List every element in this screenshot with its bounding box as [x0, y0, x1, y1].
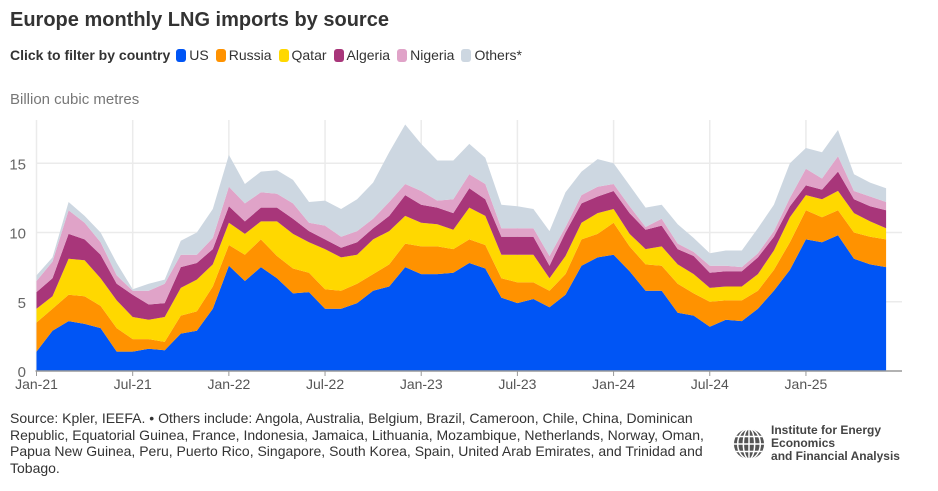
x-tick-label: Jul-21 — [114, 376, 152, 392]
legend-swatch — [176, 48, 187, 62]
area-us — [36, 235, 887, 371]
x-tick-label: Jan-24 — [592, 376, 635, 392]
y-tick-label: 0 — [18, 364, 26, 381]
x-tick-label: Jan-25 — [785, 376, 828, 392]
y-tick-label: 10 — [9, 226, 26, 243]
area-qatar — [36, 190, 887, 342]
chart-title: Europe monthly LNG imports by source — [10, 9, 389, 31]
legend-label: Click to filter by country — [10, 47, 171, 63]
legend-swatch — [215, 48, 226, 62]
x-tick-label: Jul-23 — [498, 376, 536, 392]
ieefa-logo: Institute for Energy Economics and Finan… — [733, 424, 938, 463]
legend-item-label: US — [189, 47, 209, 63]
x-tick-label: Jan-22 — [207, 376, 250, 392]
stacked-area-chart: 0 5 10 15 Jan-21 Jul-21 Jan-22 Jul-22 Jan-23 Jul-… — [9, 120, 902, 392]
legend-item-us[interactable]: US — [176, 47, 209, 63]
legend-item-qatar[interactable]: Qatar — [278, 47, 327, 63]
area-algeria — [36, 171, 887, 320]
legend-item-algeria[interactable]: Algeria — [333, 47, 391, 63]
legend-item-others[interactable]: Others* — [461, 47, 522, 63]
legend-item-label: Nigeria — [410, 47, 455, 63]
x-tick-label: Jan-21 — [15, 376, 58, 392]
y-tick-label: 15 — [9, 156, 26, 173]
logo-text-line1: Institute for Energy Economics — [771, 423, 882, 450]
legend-swatch — [278, 48, 289, 62]
legend-item-label: Others* — [474, 47, 522, 63]
area-russia — [36, 210, 887, 352]
y-tick-label: 5 — [18, 295, 26, 312]
legend-item-label: Russia — [228, 47, 272, 63]
x-tick-label: Jan-23 — [400, 376, 443, 392]
area-others — [36, 124, 887, 291]
logo-text-line2: and Financial Analysis — [771, 449, 900, 463]
x-tick-label: Jul-24 — [691, 376, 729, 392]
legend-swatch — [397, 48, 408, 62]
legend-swatch — [461, 48, 472, 62]
source-note: Source: Kpler, IEEFA. • Others include: … — [10, 410, 704, 476]
legend-item-label: Qatar — [291, 47, 327, 63]
legend: Click to filter by country US Russia Qat… — [10, 47, 529, 63]
globe-icon — [733, 427, 765, 460]
legend-item-label: Algeria — [346, 47, 391, 63]
legend-item-russia[interactable]: Russia — [215, 47, 272, 63]
legend-swatch — [333, 48, 344, 62]
x-tick-label: Jul-22 — [306, 376, 344, 392]
legend-item-nigeria[interactable]: Nigeria — [397, 47, 454, 63]
y-axis-label: Billion cubic metres — [10, 91, 140, 108]
